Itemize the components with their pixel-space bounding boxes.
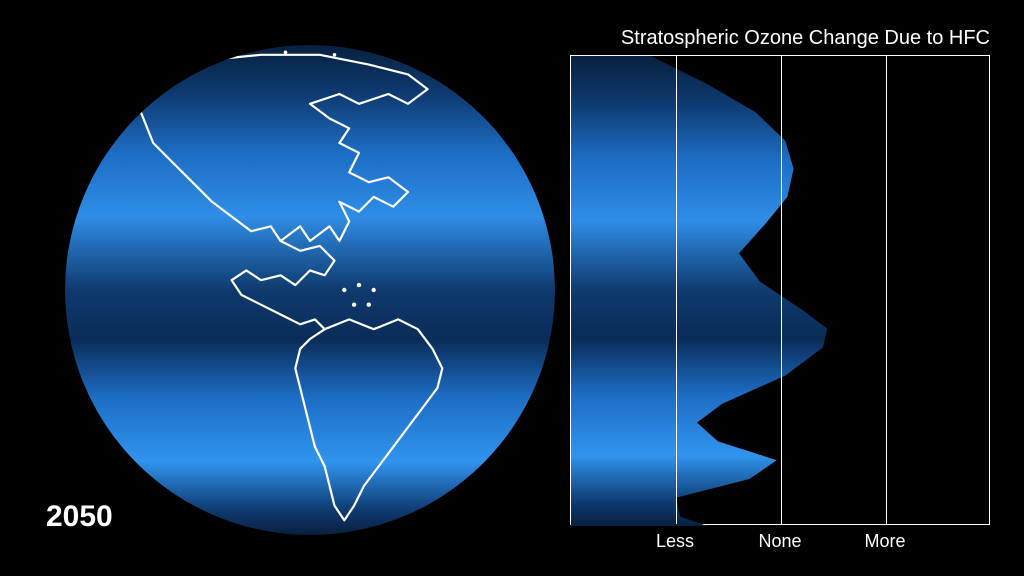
year-label: 2050	[46, 500, 113, 534]
chart-frame	[570, 55, 990, 525]
chart-axis-labels: Less None More	[570, 531, 990, 555]
chart-axis-label: More	[864, 531, 905, 552]
chart-gridline	[886, 56, 887, 524]
chart-axis-label: Less	[656, 531, 694, 552]
chart-axis-label: None	[758, 531, 801, 552]
ozone-change-chart: Stratospheric Ozone Change Due to HFC Le…	[570, 55, 990, 525]
globe-svg	[65, 45, 555, 535]
figure-stage: 2050 Stratospheric Ozone Change Due to H…	[0, 0, 1024, 576]
chart-gridline	[676, 56, 677, 524]
chart-title: Stratospheric Ozone Change Due to HFC	[621, 27, 990, 50]
globe	[65, 45, 555, 535]
chart-gridline	[781, 56, 782, 524]
